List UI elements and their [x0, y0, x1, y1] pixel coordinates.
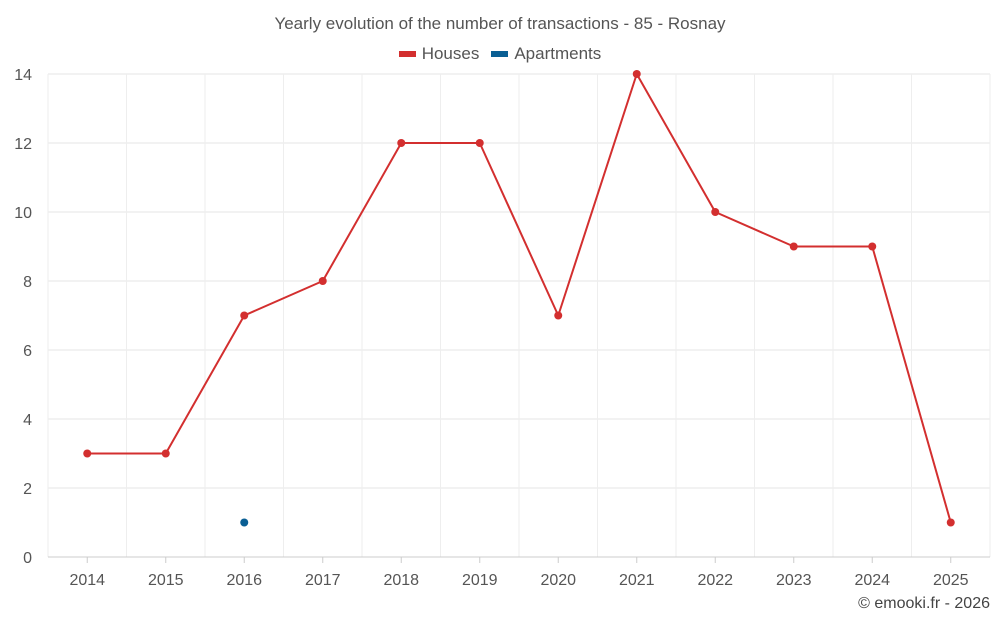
legend-item-houses[interactable]: Houses — [398, 44, 480, 64]
x-tick-label: 2018 — [383, 572, 419, 589]
y-tick-label: 2 — [23, 481, 32, 498]
credit-text: © emooki.fr - 2026 — [858, 595, 990, 612]
legend-swatch-apartments — [491, 51, 509, 57]
data-point-houses[interactable] — [946, 518, 955, 527]
y-tick-label: 8 — [23, 274, 32, 291]
data-point-houses[interactable] — [318, 277, 327, 285]
x-tick-label: 2016 — [226, 572, 262, 589]
y-tick-label: 0 — [23, 550, 32, 567]
y-tick-label: 4 — [23, 412, 32, 429]
data-point-houses[interactable] — [789, 242, 798, 251]
chart-title: Yearly evolution of the number of transa… — [274, 14, 726, 33]
data-point-houses[interactable] — [83, 449, 92, 458]
x-tick-label: 2024 — [854, 572, 890, 589]
data-point-houses[interactable] — [161, 449, 170, 458]
x-tick-label: 2022 — [697, 572, 733, 589]
data-point-houses[interactable] — [868, 242, 877, 251]
y-tick-label: 14 — [14, 67, 32, 84]
x-tick-label: 2017 — [305, 572, 341, 589]
legend-label-houses: Houses — [421, 44, 480, 63]
data-point-apartments[interactable] — [240, 518, 249, 527]
chart-legend: Houses Apartments — [0, 44, 1000, 64]
data-point-houses[interactable] — [711, 208, 720, 216]
x-tick-label: 2020 — [540, 572, 576, 589]
y-tick-label: 12 — [14, 136, 32, 153]
x-tick-label: 2021 — [619, 572, 655, 589]
data-point-houses[interactable] — [554, 311, 563, 320]
y-tick-label: 6 — [23, 343, 32, 360]
y-tick-label: 10 — [14, 205, 32, 222]
series-line-houses — [87, 73, 952, 523]
x-tick-label: 2025 — [933, 572, 969, 589]
data-point-houses[interactable] — [632, 70, 641, 78]
x-tick-label: 2015 — [148, 572, 184, 589]
x-tick-label: 2023 — [776, 572, 812, 589]
data-point-houses[interactable] — [397, 139, 406, 147]
data-point-houses[interactable] — [475, 139, 484, 147]
legend-label-apartments: Apartments — [514, 44, 602, 63]
legend-swatch-houses — [398, 51, 416, 57]
legend-item-apartments[interactable]: Apartments — [491, 44, 601, 64]
x-tick-label: 2014 — [69, 572, 105, 589]
data-point-houses[interactable] — [240, 311, 249, 320]
x-tick-label: 2019 — [462, 572, 498, 589]
